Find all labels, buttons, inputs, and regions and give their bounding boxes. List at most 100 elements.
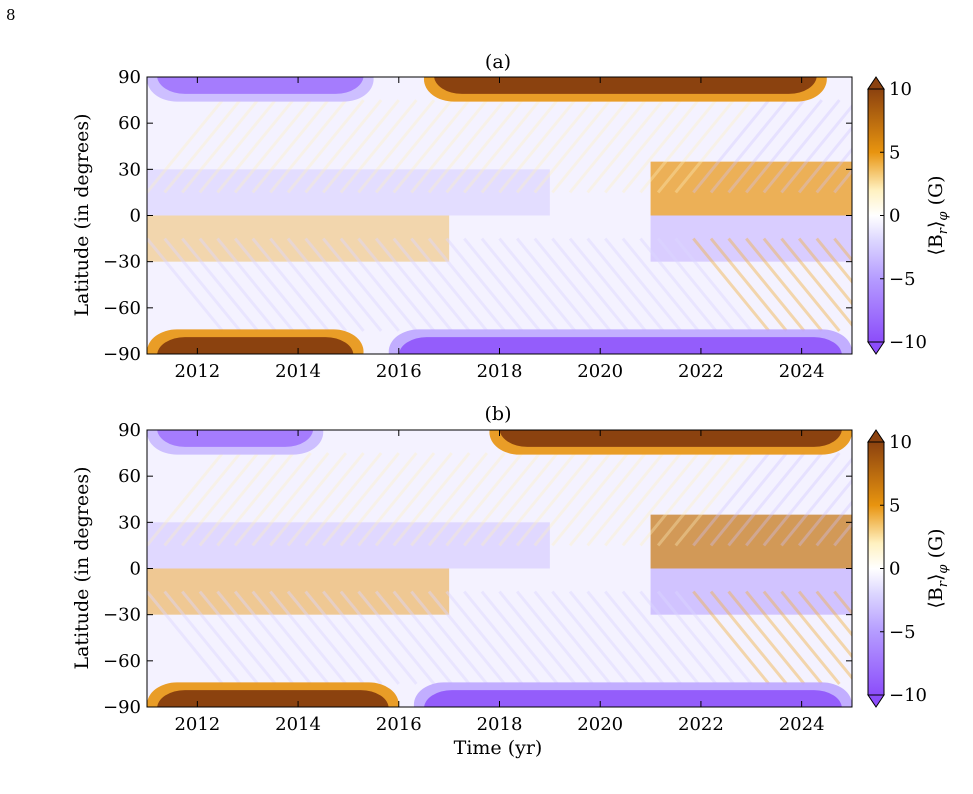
streak-north: [621, 452, 700, 547]
colorbar-tick-label: 10: [889, 79, 912, 100]
streak-south: [709, 237, 788, 332]
streak-south: [692, 590, 771, 685]
streak-north: [463, 452, 541, 547]
streak-north: [586, 99, 665, 194]
y-axis-label-a: Latitude (in degrees): [71, 113, 93, 316]
streak-south: [198, 590, 277, 685]
streak-south: [357, 237, 436, 332]
x-ticks-a: 2012 2014 2016 2018 2020 2022 2024: [174, 77, 825, 382]
streak-south: [568, 590, 647, 685]
streak-south: [374, 590, 453, 685]
streak-north: [286, 99, 365, 194]
streak-north: [392, 99, 471, 194]
streak-south: [551, 237, 630, 332]
cycle25-north-band: [650, 161, 852, 216]
streak-south: [498, 237, 577, 332]
streak-north: [163, 452, 242, 547]
streak-north: [656, 99, 735, 194]
y-ticks-a: 90 60 30 0 −30 −60 −90: [103, 67, 852, 365]
streak-north: [198, 452, 277, 547]
poleward-streaks: [147, 452, 852, 685]
y-tick-label: 60: [118, 466, 141, 487]
streak-north: [621, 99, 700, 194]
streak-south: [445, 590, 524, 685]
streak-south: [427, 237, 506, 332]
y-tick-label: 0: [130, 559, 141, 580]
streak-south: [656, 237, 735, 332]
streak-north: [745, 99, 823, 194]
x-tick-label: 2012: [174, 361, 220, 382]
streak-north: [604, 99, 682, 194]
y-tick-label: −30: [103, 605, 141, 626]
colorbar-a: 10 5 0 −5 −10 ⟨Br⟩φ (G): [867, 76, 951, 355]
streak-north: [833, 168, 852, 194]
streak-north: [797, 478, 852, 547]
y-axis-label-b: Latitude (in degrees): [71, 466, 93, 669]
streak-south: [709, 590, 788, 685]
colorbar-tick-label: 5: [889, 495, 900, 516]
y-tick-label: 0: [130, 206, 141, 227]
streak-south: [410, 590, 489, 685]
streak-north: [815, 146, 852, 194]
streak-north: [198, 99, 277, 194]
streak-north: [568, 99, 647, 194]
streak-south: [410, 237, 489, 332]
colorbar-tick-label: −10: [889, 332, 927, 353]
streak-south: [621, 590, 700, 685]
streak-north: [339, 99, 418, 194]
streak-north: [147, 99, 224, 194]
streak-south: [745, 590, 823, 685]
streak-south: [216, 237, 295, 332]
x-tick-label: 2020: [577, 361, 623, 382]
streak-south: [480, 237, 559, 332]
streak-north: [322, 99, 400, 194]
streak-north: [480, 99, 559, 194]
colorbar-label: ⟨Br⟩φ (G): [925, 528, 951, 608]
streak-north: [780, 456, 852, 547]
cycle24-south-band: [147, 215, 450, 262]
y-tick-label: 30: [118, 512, 141, 533]
streak-south: [339, 590, 418, 685]
colorbar-tick-label: −5: [889, 622, 916, 643]
streak-north: [498, 452, 577, 547]
streak-south: [269, 590, 348, 685]
y-tick-label: −60: [103, 651, 141, 672]
streak-north: [797, 125, 852, 194]
colorbar-extend-max: [867, 429, 885, 443]
streak-north: [304, 99, 383, 194]
streak-north: [269, 99, 348, 194]
x-tick-label: 2018: [477, 361, 523, 382]
streak-north: [339, 452, 418, 547]
south-polar-field-0: [157, 337, 354, 354]
streak-north: [410, 452, 489, 547]
streak-north: [216, 452, 295, 547]
poleward-streaks: [147, 99, 852, 332]
streak-north: [147, 452, 224, 547]
streak-south: [515, 590, 594, 685]
y-tick-label: −30: [103, 252, 141, 273]
streak-south: [815, 590, 852, 638]
streak-south: [604, 590, 682, 685]
streak-north: [251, 99, 330, 194]
panel-label-b: (b): [485, 403, 512, 425]
streak-south: [147, 590, 224, 685]
streak-south: [762, 237, 841, 332]
streak-north: [762, 99, 841, 194]
streak-north: [251, 452, 330, 547]
streak-north: [568, 452, 647, 547]
cycle25-south-band: [650, 568, 852, 615]
streak-north: [780, 103, 852, 194]
streak-south: [322, 590, 400, 685]
streak-south: [498, 590, 577, 685]
streak-north: [815, 499, 852, 547]
streak-north: [322, 452, 400, 547]
heatmap-a: [147, 77, 852, 354]
streak-south: [533, 237, 612, 332]
streak-north: [656, 452, 735, 547]
streak-south: [656, 590, 735, 685]
streak-south: [833, 237, 852, 263]
streak-north: [692, 99, 771, 194]
streak-south: [181, 590, 259, 685]
streak-south: [304, 590, 383, 685]
streak-south: [163, 237, 242, 332]
